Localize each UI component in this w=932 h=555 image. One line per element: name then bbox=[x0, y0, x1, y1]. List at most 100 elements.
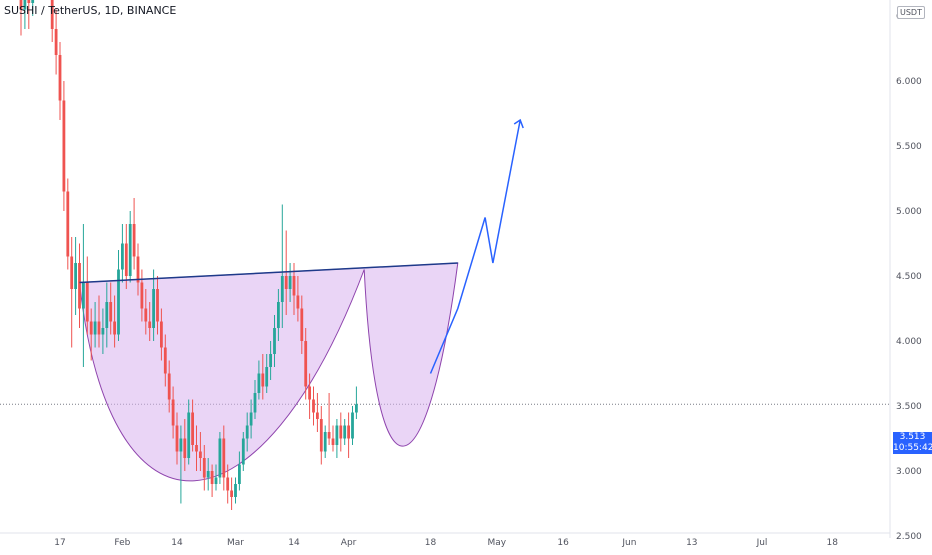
y-tick-label: 6.000 bbox=[896, 77, 922, 87]
candle-body bbox=[113, 321, 116, 335]
candle-body bbox=[85, 282, 89, 322]
candle-body bbox=[117, 269, 120, 335]
x-tick-label: 14 bbox=[288, 538, 300, 548]
candle-body bbox=[335, 425, 339, 445]
candle-body bbox=[109, 302, 113, 322]
candle-body bbox=[144, 308, 148, 322]
candle-body bbox=[312, 399, 315, 413]
candle-body bbox=[280, 276, 284, 302]
candle-body bbox=[277, 302, 280, 328]
candle-body bbox=[347, 425, 350, 439]
candle-body bbox=[234, 484, 237, 497]
candle-body bbox=[82, 282, 85, 309]
x-tick-label: 18 bbox=[425, 538, 437, 548]
candle-body bbox=[66, 191, 70, 257]
x-tick-label: May bbox=[487, 538, 506, 548]
candle-body bbox=[183, 438, 187, 458]
candle-body bbox=[339, 425, 343, 439]
candle-body bbox=[27, 0, 31, 3]
candle-body bbox=[160, 321, 163, 348]
candle-body bbox=[70, 256, 74, 289]
candle-body bbox=[202, 458, 206, 478]
candle-body bbox=[128, 224, 132, 276]
candle-body bbox=[206, 471, 210, 478]
candle-body bbox=[89, 321, 93, 335]
candle-body bbox=[152, 289, 155, 328]
candle-body bbox=[210, 471, 214, 484]
candle-body bbox=[167, 373, 171, 400]
candle-body bbox=[316, 412, 319, 419]
x-tick-label: 16 bbox=[557, 538, 569, 548]
candle-body bbox=[136, 256, 140, 283]
candle-body bbox=[121, 243, 124, 270]
symbol-title: SUSHI / TetherUS, 1D, BINANCE bbox=[4, 4, 177, 17]
candle-body bbox=[249, 412, 253, 426]
x-tick-label: 17 bbox=[54, 538, 65, 548]
candle-body bbox=[19, 0, 23, 10]
candle-body bbox=[323, 432, 327, 452]
x-tick-label: Jun bbox=[621, 538, 636, 548]
candle-body bbox=[343, 425, 347, 439]
candle-body bbox=[261, 373, 265, 387]
candle-body bbox=[187, 412, 191, 458]
candle-body bbox=[23, 0, 27, 10]
candle-body bbox=[238, 464, 241, 484]
candle-body bbox=[331, 438, 335, 445]
candle-body bbox=[269, 354, 272, 367]
candle-body bbox=[175, 425, 179, 452]
x-tick-label: 13 bbox=[686, 538, 697, 548]
candle-body bbox=[226, 477, 230, 491]
candle-body bbox=[93, 321, 97, 335]
y-tick-label: 5.000 bbox=[896, 207, 922, 217]
candle-body bbox=[62, 100, 66, 192]
candle-body bbox=[124, 243, 128, 276]
y-tick-label: 4.500 bbox=[896, 272, 922, 282]
candle-body bbox=[319, 419, 323, 452]
candle-body bbox=[101, 328, 105, 335]
candle-body bbox=[292, 276, 296, 296]
y-tick-label: 3.000 bbox=[896, 467, 922, 477]
candle-body bbox=[351, 412, 354, 439]
currency-badge[interactable]: USDT bbox=[897, 6, 925, 19]
x-tick-label: 18 bbox=[826, 538, 838, 548]
candle-body bbox=[288, 276, 292, 289]
candle-body bbox=[78, 263, 81, 309]
candle-body bbox=[50, 0, 54, 29]
y-tick-label: 4.000 bbox=[896, 337, 922, 347]
y-tick-label: 2.500 bbox=[896, 532, 922, 542]
candle-body bbox=[163, 347, 167, 374]
candle-body bbox=[97, 321, 101, 335]
candle-body bbox=[253, 393, 257, 413]
neckline bbox=[79, 262, 458, 284]
candle-body bbox=[300, 308, 304, 341]
candle-body bbox=[191, 412, 194, 445]
candle-body bbox=[273, 328, 276, 354]
candle-body bbox=[355, 404, 358, 413]
candle-body bbox=[230, 490, 233, 497]
candle-body bbox=[222, 438, 226, 478]
candle-body bbox=[171, 399, 175, 426]
candle-body bbox=[199, 451, 202, 458]
candle-body bbox=[105, 302, 109, 328]
x-tick-label: 14 bbox=[171, 538, 183, 548]
candle-body bbox=[156, 289, 159, 322]
x-tick-label: Feb bbox=[114, 538, 130, 548]
last-price-label: 3.513 bbox=[893, 432, 932, 443]
x-tick-label: Apr bbox=[341, 538, 357, 548]
projection-arrowhead bbox=[513, 118, 524, 129]
candle-body bbox=[296, 295, 300, 309]
candle-body bbox=[308, 386, 311, 400]
candle-body bbox=[218, 438, 222, 478]
candle-body bbox=[214, 477, 218, 484]
cup-and-handle-pattern bbox=[78, 262, 459, 482]
candle-body bbox=[195, 445, 198, 452]
candle-body bbox=[74, 263, 77, 289]
candle-body bbox=[257, 373, 261, 393]
y-tick-label: 5.500 bbox=[896, 142, 922, 152]
candle-body bbox=[31, 0, 35, 3]
candle-body bbox=[304, 341, 308, 387]
x-tick-label: Mar bbox=[227, 538, 244, 548]
y-tick-label: 3.500 bbox=[896, 402, 922, 412]
